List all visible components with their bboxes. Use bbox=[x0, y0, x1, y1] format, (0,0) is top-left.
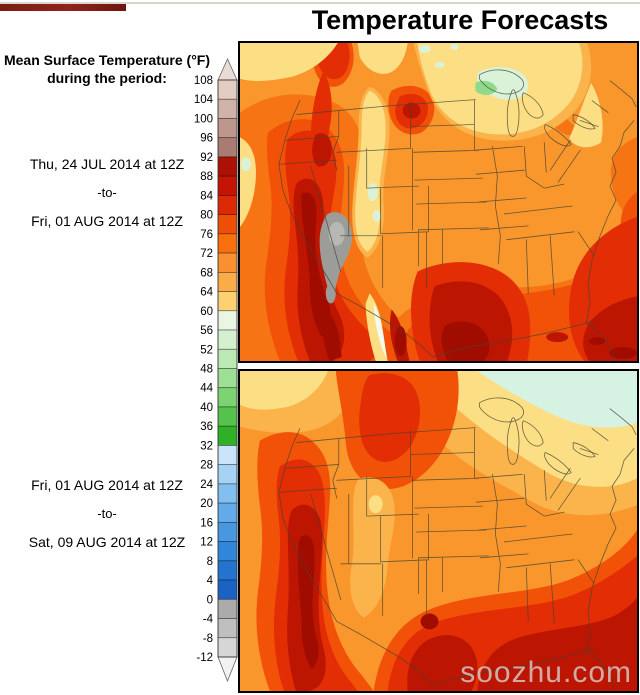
colorbar-tick-label: 32 bbox=[200, 440, 213, 452]
colorbar-segment bbox=[217, 579, 238, 600]
colorbar-tick-label: 28 bbox=[200, 460, 213, 472]
colorbar-tick-label: 72 bbox=[200, 248, 213, 260]
colorbar-segment bbox=[217, 502, 238, 523]
colorbar-tick-label: 80 bbox=[200, 210, 213, 222]
period2-separator: -to- bbox=[97, 506, 117, 521]
colorbar-segment bbox=[217, 637, 238, 658]
colorbar-segment bbox=[217, 598, 238, 619]
colorbar-segment bbox=[217, 156, 238, 177]
colorbar-tick-label: 88 bbox=[200, 171, 213, 183]
colorbar-tick-label: 64 bbox=[200, 287, 213, 299]
colorbar-segment bbox=[217, 406, 238, 427]
colorbar-segment bbox=[217, 118, 238, 139]
top-hairline bbox=[0, 2, 640, 4]
legend-header-line1: Mean Surface Temperature (°F) bbox=[3, 52, 211, 68]
colorbar-segment bbox=[217, 348, 238, 369]
colorbar-segment bbox=[217, 368, 238, 389]
colorbar-segment bbox=[217, 98, 238, 119]
colorbar-tick-label: -8 bbox=[203, 633, 213, 645]
colorbar-segment bbox=[217, 79, 238, 100]
colorbar-tick-label: 4 bbox=[207, 575, 214, 587]
colorbar-tick-label: 56 bbox=[200, 325, 213, 337]
colorbar-segment bbox=[217, 560, 238, 581]
colorbar-segment bbox=[217, 271, 238, 292]
colorbar-segment bbox=[217, 291, 238, 312]
forecast-map-week1-svg bbox=[240, 43, 637, 361]
colorbar-segment bbox=[217, 214, 238, 235]
colorbar-tick-label: 76 bbox=[200, 229, 213, 241]
colorbar-segment bbox=[217, 175, 238, 196]
colorbar-tick-label: 16 bbox=[200, 517, 213, 529]
colorbar-outline bbox=[217, 79, 238, 658]
colorbar-tick-label: 92 bbox=[200, 152, 213, 164]
period2-end: Sat, 09 AUG 2014 at 12Z bbox=[28, 534, 186, 550]
period1-end: Fri, 01 AUG 2014 at 12Z bbox=[31, 213, 183, 229]
colorbar-arrow-down bbox=[217, 656, 238, 683]
forecast-map-week1 bbox=[238, 41, 639, 363]
top-red-strip bbox=[0, 4, 126, 11]
colorbar-tick-label: 108 bbox=[194, 75, 213, 87]
colorbar-tick-label: -12 bbox=[196, 652, 213, 664]
colorbar-segment bbox=[217, 195, 238, 215]
page-title: Temperature Forecasts bbox=[311, 5, 609, 35]
colorbar-segment bbox=[217, 310, 238, 331]
colorbar-tick-label: 48 bbox=[200, 363, 213, 375]
legend-header-line2: during the period: bbox=[47, 70, 167, 86]
colorbar-tick-label: 24 bbox=[200, 479, 213, 491]
colorbar-segment bbox=[217, 522, 238, 542]
colorbar-tick-label: 44 bbox=[200, 383, 213, 395]
colorbar-tick-label: 100 bbox=[194, 113, 213, 125]
colorbar-tick-label: 104 bbox=[194, 94, 214, 106]
colorbar-tick-label: 12 bbox=[200, 537, 213, 549]
period2-start: Fri, 01 AUG 2014 at 12Z bbox=[31, 477, 183, 493]
period-label-week2: Fri, 01 AUG 2014 at 12Z -to- Sat, 09 AUG… bbox=[0, 477, 214, 550]
colorbar-segment bbox=[217, 387, 238, 408]
colorbar-segment bbox=[217, 618, 238, 639]
colorbar-segment bbox=[217, 425, 238, 446]
colorbar-tick-label: 0 bbox=[207, 594, 213, 606]
colorbar-tick-label: 96 bbox=[200, 133, 213, 145]
colorbar-arrow-up bbox=[217, 58, 238, 81]
colorbar-tick-label: 68 bbox=[200, 267, 213, 279]
period-label-week1: Thu, 24 JUL 2014 at 12Z -to- Fri, 01 AUG… bbox=[0, 156, 214, 229]
colorbar-tick-label: 20 bbox=[200, 498, 213, 510]
legend-header: Mean Surface Temperature (°F) during the… bbox=[0, 51, 214, 87]
colorbar-tick-label: 52 bbox=[200, 344, 213, 356]
colorbar-segment bbox=[217, 329, 238, 350]
colorbar-svg: 1081041009692888480767268646056524844403… bbox=[194, 58, 238, 683]
colorbar-segment bbox=[217, 541, 238, 562]
period1-separator: -to- bbox=[97, 185, 117, 200]
forecast-map-week2: soozhu.com bbox=[238, 369, 639, 693]
colorbar-segment bbox=[217, 483, 238, 504]
colorbar-segment bbox=[217, 445, 238, 466]
colorbar-segment bbox=[217, 464, 238, 485]
colorbar-tick-label: 8 bbox=[207, 556, 213, 568]
colorbar-tick-label: 60 bbox=[200, 306, 213, 318]
colorbar-tick-label: 40 bbox=[200, 402, 213, 414]
forecast-map-week2-svg bbox=[240, 371, 637, 691]
temperature-colorbar: 108 104 100 96 92 88 84 80 76 72 68 64 60 56 52 48 44 40 3… bbox=[150, 50, 240, 695]
colorbar-tick-label: -4 bbox=[203, 614, 214, 626]
colorbar-segment bbox=[217, 233, 238, 254]
colorbar-tick-label: 84 bbox=[200, 190, 213, 202]
colorbar-segment bbox=[217, 137, 238, 158]
colorbar-segment bbox=[217, 252, 238, 273]
colorbar-tick-label: 36 bbox=[200, 421, 213, 433]
watermark: soozhu.com bbox=[460, 656, 632, 689]
period1-start: Thu, 24 JUL 2014 at 12Z bbox=[29, 156, 185, 172]
